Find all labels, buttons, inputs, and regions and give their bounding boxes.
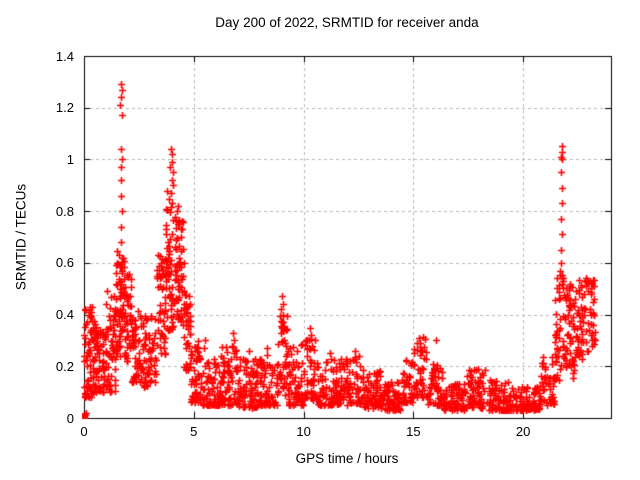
y-tick-label: 1.4 — [55, 48, 74, 64]
y-tick-label: 0.4 — [55, 307, 74, 323]
x-tick-label: 20 — [515, 424, 531, 439]
y-tick-label: 1.2 — [55, 100, 74, 116]
chart-title: Day 200 of 2022, SRMTID for receiver and… — [215, 15, 479, 30]
y-axis-label: SRMTID / TECUs — [13, 183, 29, 291]
y-tick-label: 0.6 — [55, 255, 74, 271]
x-axis-label: GPS time / hours — [295, 451, 399, 466]
y-tick-label: 0 — [66, 410, 74, 426]
y-tick-label: 0.2 — [55, 358, 74, 374]
x-tick-label: 10 — [296, 424, 311, 439]
y-tick-label: 1 — [66, 151, 74, 167]
x-tick-label: 5 — [190, 424, 198, 439]
x-tick-label: 15 — [406, 424, 421, 439]
y-tick-label: 0.8 — [55, 203, 74, 219]
x-tick-label: 0 — [80, 424, 88, 439]
